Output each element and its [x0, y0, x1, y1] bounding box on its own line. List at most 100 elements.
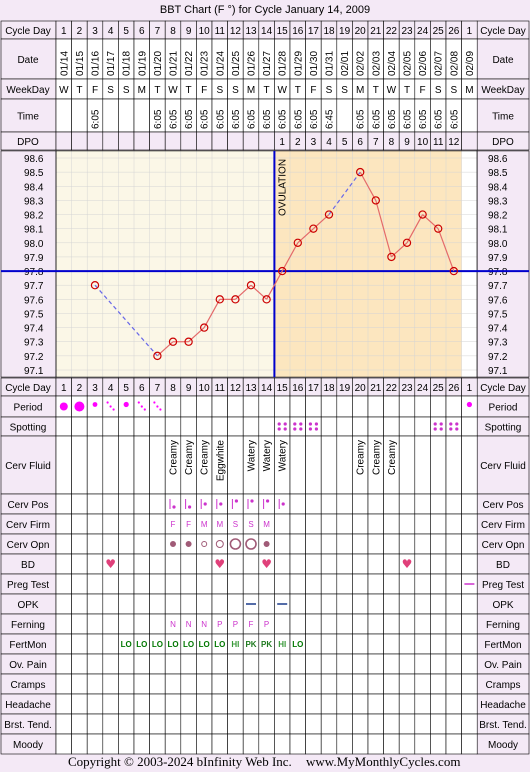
cycle-day-label: 26: [448, 26, 460, 37]
row-label-right-cerv-opn: Cerv Opn: [482, 540, 525, 551]
cell-ferning: [55, 613, 72, 635]
cell-bd: [133, 553, 150, 575]
spotting-dot: [449, 422, 453, 426]
cell-cerv-pos: [430, 493, 447, 515]
cell-cerv-fluid: [227, 435, 244, 495]
cell-cramps: [86, 673, 104, 695]
cell-cramps: [164, 673, 182, 695]
fertmon-label: HI: [278, 640, 286, 649]
temp-point: [387, 252, 396, 262]
cell-bd: [274, 553, 291, 575]
row-label-bd: BD: [21, 560, 35, 571]
cycle-day-label: 15: [277, 26, 289, 37]
cell-cerv-opn: [461, 533, 478, 555]
period-light-marker: [123, 401, 129, 408]
site-link[interactable]: www.MyMonthlyCycles.com: [306, 754, 460, 769]
cycle-day-label: 7: [155, 26, 161, 37]
cell-cerv-pos: [86, 493, 104, 515]
date-label: 02/03: [371, 51, 382, 76]
cell-dpo: [461, 131, 478, 151]
cell-spotting: [242, 416, 260, 437]
temp-point: [278, 266, 287, 276]
cell-cramps: [149, 673, 166, 695]
time-label: 6:05: [153, 109, 164, 129]
cell-moody: [445, 733, 462, 755]
row-label-right-ov-pain: Ov. Pain: [484, 660, 522, 671]
cell-cerv-fluid: [320, 435, 338, 495]
cell-cerv-pos: [398, 493, 416, 515]
cycle-day-label: 18: [323, 383, 335, 394]
cell-cerv-opn: [196, 533, 213, 555]
row-label-date: Date: [17, 55, 39, 66]
cell-period: [164, 395, 182, 418]
cerv-fluid-label: Watery: [278, 440, 289, 471]
period-spot-dot: [106, 401, 109, 404]
cell-preg-test: [71, 573, 88, 595]
cell-opk: [71, 593, 88, 615]
cycle-day-label: 11: [215, 26, 226, 37]
period-spot-dot: [153, 401, 156, 404]
row-label-right-period: Period: [489, 403, 518, 414]
y-tick-label: 97.4: [24, 324, 44, 335]
date-label: 02/04: [387, 51, 398, 76]
cell-spotting: [320, 416, 338, 437]
cerv-pos-dot: [250, 499, 254, 503]
cycle-day-label: 16: [292, 383, 304, 394]
temp-point: [90, 281, 100, 290]
cell-bd: [71, 553, 88, 575]
cell-cerv-pos: [289, 493, 306, 515]
temp-line-segment: [359, 171, 377, 201]
y-tick-label-right: 97.8: [488, 267, 508, 278]
cell-cerv-pos: [305, 493, 322, 515]
fertmon-label: LO: [152, 640, 163, 649]
cycle-day-label: 26: [448, 383, 460, 394]
cell-moody: [289, 733, 306, 755]
weekday-label: T: [373, 85, 379, 96]
cycle-day-label: 1: [61, 26, 67, 37]
cycle-day-label: 3: [92, 383, 98, 394]
cell-brst-tend: [164, 713, 182, 735]
cell-ferning: [289, 613, 306, 635]
cycle-day-label: 23: [401, 26, 413, 37]
dpo-label: 4: [326, 137, 332, 148]
cycle-day-label: 15: [277, 383, 289, 394]
temp-line-segment: [375, 200, 392, 258]
cell-preg-test: [352, 573, 369, 595]
cell-brst-tend: [289, 713, 306, 735]
cell-bd: [180, 553, 197, 575]
cell-opk: [227, 593, 244, 615]
y-tick-label-right: 98.4: [488, 182, 508, 193]
weekday-label: T: [295, 85, 301, 96]
row-label-dpo: DPO: [17, 137, 39, 148]
temp-line-segment: [406, 214, 424, 244]
cycle-day-label: 1: [467, 383, 473, 394]
cell-cerv-opn: [274, 533, 291, 555]
cerv-fluid-label: Creamy: [387, 440, 398, 475]
cell-cramps: [258, 673, 275, 695]
cell-cerv-pos: [320, 493, 338, 515]
ovulation-label: OVULATION: [277, 159, 288, 216]
row-label-cell-right-date: [476, 38, 530, 80]
cell-opk: [102, 593, 119, 615]
time-label: 6:05: [184, 109, 195, 129]
cell-opk: [461, 593, 478, 615]
ferning-label: P: [217, 620, 222, 629]
cell-cerv-fluid: [86, 435, 104, 495]
cell-fertmon: [461, 633, 478, 655]
cell-period: [274, 395, 291, 418]
cerv-pos-dot: [234, 499, 238, 503]
dpo-label: 7: [373, 137, 379, 148]
cell-opk: [86, 593, 104, 615]
cell-ov-pain: [149, 653, 166, 675]
row-label-right-opk: OPK: [492, 600, 513, 611]
cycle-day-label: 5: [123, 383, 129, 394]
y-tick-label-right: 97.6: [488, 295, 508, 306]
spotting-dot: [308, 427, 312, 431]
weekday-label: M: [465, 85, 473, 96]
cell-preg-test: [305, 573, 322, 595]
cell-moody: [320, 733, 338, 755]
cycle-day-label: 22: [386, 383, 398, 394]
cell-brst-tend: [149, 713, 166, 735]
time-label: 6:05: [200, 109, 211, 129]
